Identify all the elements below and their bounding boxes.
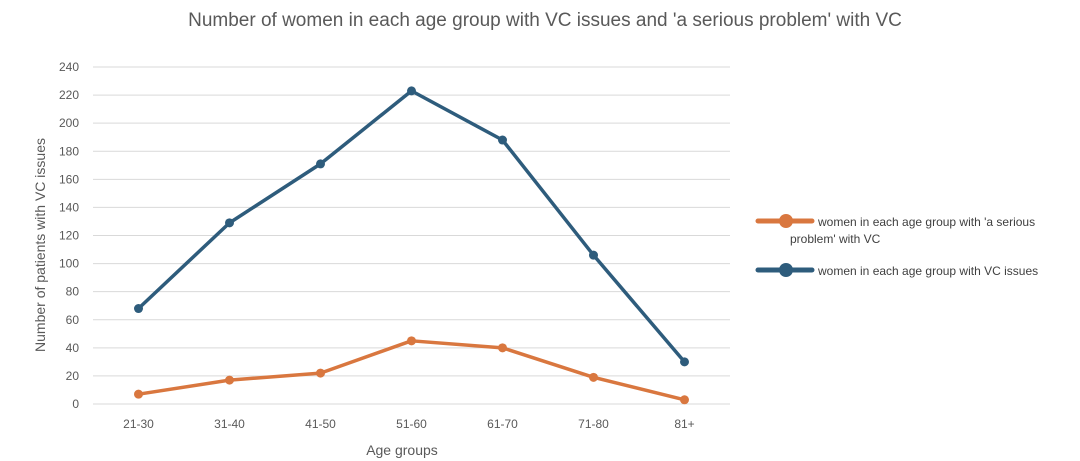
data-point	[316, 159, 325, 169]
x-axis-title: Age groups	[366, 442, 438, 458]
x-tick-label: 61-70	[487, 417, 518, 431]
x-tick-label: 41-50	[305, 417, 336, 431]
y-tick-label: 0	[72, 397, 79, 411]
y-tick-label: 180	[59, 144, 79, 158]
data-point	[225, 375, 234, 385]
data-point	[498, 343, 507, 353]
legend-label: problem' with VC	[790, 232, 881, 246]
data-point	[680, 395, 689, 405]
y-tick-label: 220	[59, 88, 79, 102]
x-tick-label: 71-80	[578, 417, 609, 431]
y-tick-label: 60	[66, 313, 80, 327]
data-point	[316, 368, 325, 378]
y-tick-label: 80	[66, 285, 80, 299]
y-tick-label: 20	[66, 369, 80, 383]
series-layer	[134, 86, 689, 405]
legend-label: women in each age group with VC issues	[817, 264, 1038, 278]
x-axis-ticks: 21-30 31-40 41-50 51-60 61-70 71-80 81+	[123, 417, 695, 431]
y-axis-ticks: 0 20 40 60 80 100 120 140 160 180 200 220 240	[59, 60, 79, 411]
series-line	[136, 89, 687, 364]
data-point	[225, 218, 234, 228]
data-point	[407, 336, 416, 346]
y-tick-label: 40	[66, 341, 80, 355]
y-axis-title: Number of patients with VC issues	[32, 138, 48, 352]
data-point	[134, 304, 143, 314]
x-tick-label: 21-30	[123, 417, 154, 431]
y-tick-label: 200	[59, 116, 79, 130]
y-tick-label: 160	[59, 172, 79, 186]
legend-item: women in each age group with VC issues	[755, 263, 1038, 278]
legend: women in each age group with 'a serious p…	[755, 214, 1038, 278]
y-tick-label: 240	[59, 60, 79, 74]
series-1	[134, 86, 689, 367]
data-point	[680, 357, 689, 367]
series-0	[134, 336, 689, 405]
x-tick-label: 31-40	[214, 417, 245, 431]
data-point	[589, 250, 598, 260]
data-point	[589, 372, 598, 382]
series-line	[136, 339, 687, 402]
x-tick-label: 81+	[674, 417, 694, 431]
y-tick-label: 140	[59, 200, 79, 214]
grid-lines	[93, 66, 730, 405]
legend-marker	[779, 263, 793, 277]
data-point	[407, 86, 416, 96]
y-tick-label: 120	[59, 229, 79, 243]
legend-item: women in each age group with 'a serious p…	[755, 214, 1035, 246]
y-tick-label: 100	[59, 257, 79, 271]
legend-marker	[779, 214, 793, 228]
x-tick-label: 51-60	[396, 417, 427, 431]
chart-title: Number of women in each age group with V…	[188, 10, 902, 31]
legend-label: women in each age group with 'a serious	[817, 215, 1035, 229]
data-point	[498, 135, 507, 145]
data-point	[134, 389, 143, 399]
